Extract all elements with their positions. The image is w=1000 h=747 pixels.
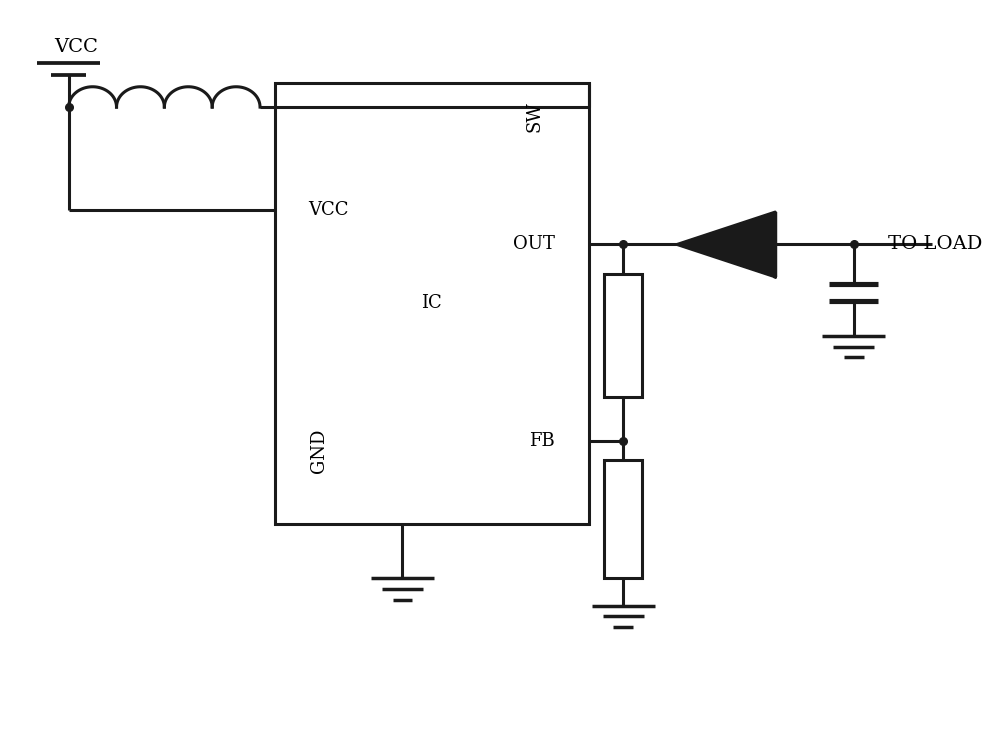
Bar [604,274,642,397]
Text: SW: SW [526,102,544,132]
Text: FB: FB [529,432,554,450]
Text: GND: GND [310,428,328,473]
Text: VCC: VCC [308,201,349,219]
Polygon shape [677,212,775,277]
Text: VCC: VCC [54,38,98,56]
Bar [604,460,642,578]
Text: IC: IC [421,294,442,312]
Text: TO LOAD: TO LOAD [888,235,982,253]
Bar [275,83,589,524]
Text: OUT: OUT [513,235,554,253]
